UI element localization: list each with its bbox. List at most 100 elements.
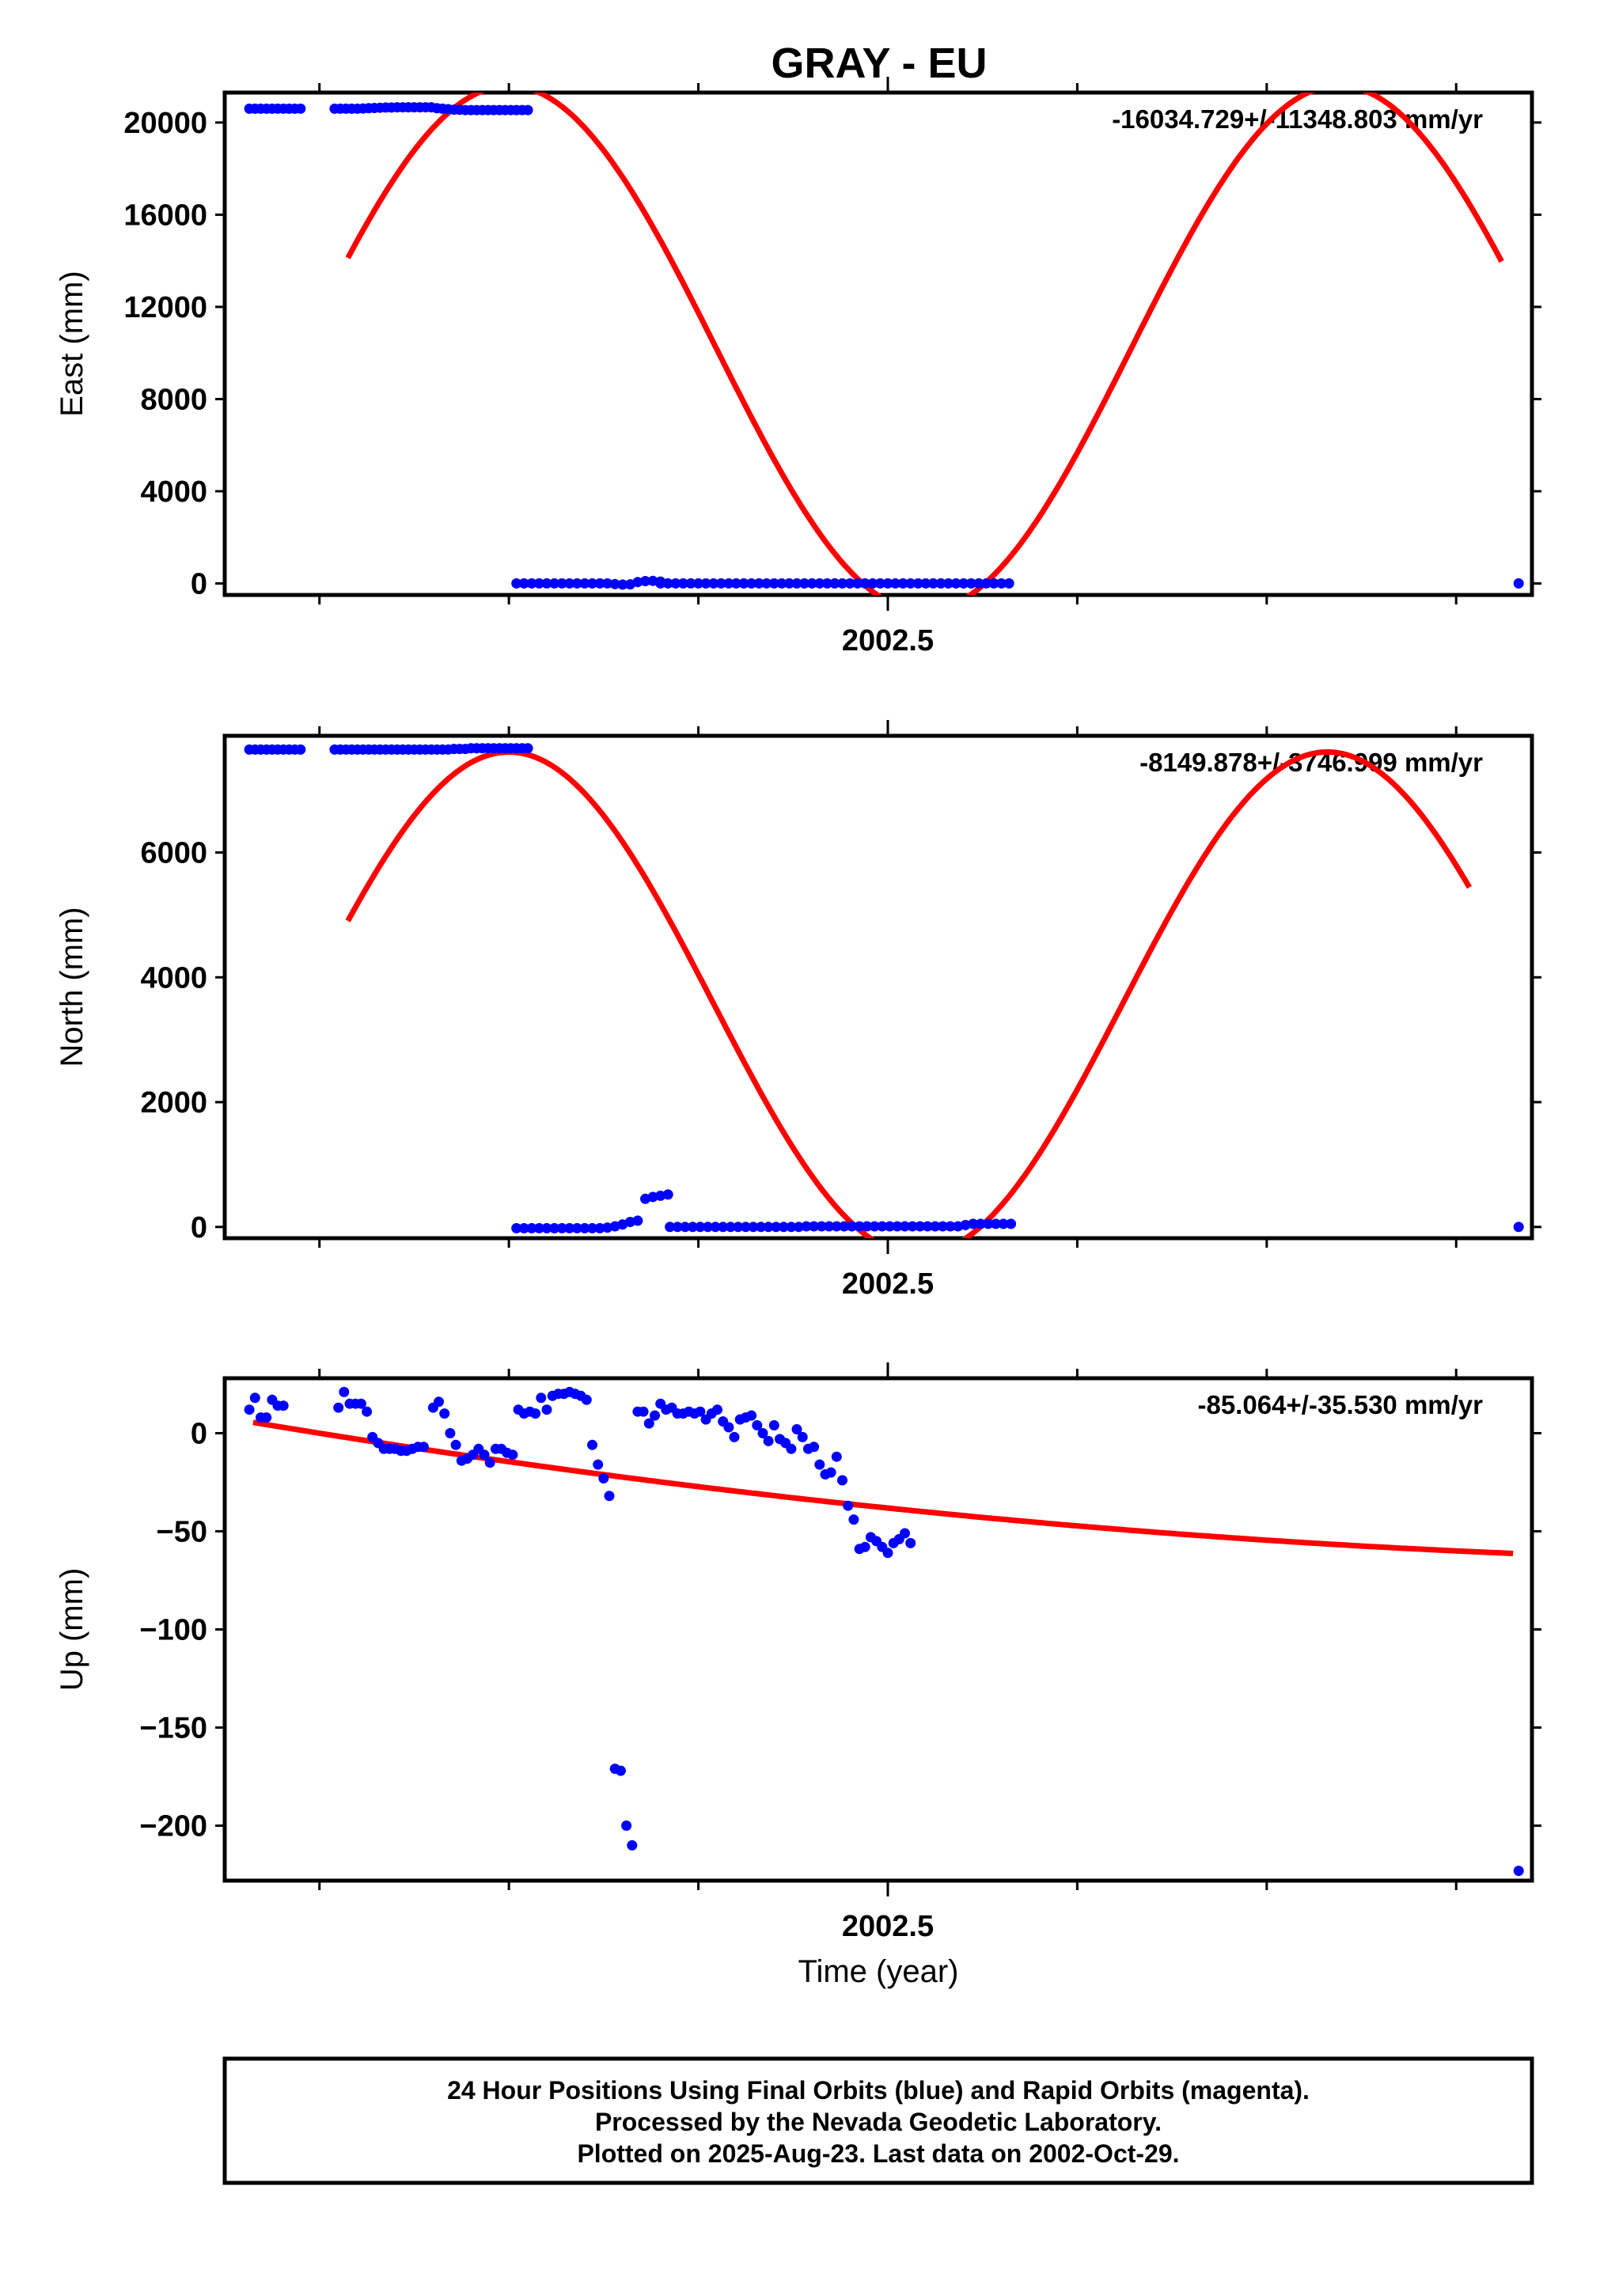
- data-point: [730, 578, 741, 589]
- data-point: [533, 578, 544, 589]
- data-point: [643, 1418, 654, 1429]
- data-point: [339, 1386, 350, 1397]
- data-point: [768, 578, 779, 589]
- data-point: [564, 1222, 575, 1233]
- data-point: [507, 1449, 518, 1461]
- data-point: [609, 578, 620, 589]
- plot-area: [244, 93, 1524, 595]
- data-point: [355, 1398, 366, 1409]
- data-point: [556, 1222, 567, 1233]
- y-tick-label: −200: [139, 1810, 207, 1843]
- data-point: [1003, 578, 1014, 589]
- data-point: [900, 1528, 910, 1539]
- data-point: [640, 576, 650, 586]
- data-point: [594, 1222, 605, 1233]
- data-point: [261, 1412, 272, 1423]
- data-point: [511, 578, 522, 589]
- data-point: [814, 1459, 825, 1470]
- data-point: [981, 578, 991, 589]
- data-point: [650, 1410, 660, 1421]
- data-point: [821, 578, 832, 589]
- data-point: [797, 1431, 808, 1442]
- data-point: [685, 578, 696, 589]
- data-point: [905, 1537, 916, 1548]
- data-point: [632, 1215, 643, 1226]
- data-point: [988, 578, 999, 589]
- y-axis-label: North (mm): [55, 907, 89, 1067]
- data-point: [786, 1443, 797, 1454]
- data-point: [278, 1400, 289, 1411]
- up-panel: 0 −50 −100 −150 −200 2002.5 Up (mm) -85.064+/-3…: [55, 1362, 1541, 1989]
- data-point: [738, 578, 749, 589]
- data-point: [541, 578, 552, 589]
- data-point: [799, 578, 810, 589]
- data-point: [763, 1222, 774, 1233]
- data-point: [571, 578, 582, 589]
- data-point: [740, 1222, 751, 1233]
- data-point: [715, 578, 726, 589]
- data-point: [950, 578, 961, 589]
- data-point: [680, 1222, 691, 1233]
- data-point: [556, 578, 567, 589]
- footer-line-2: Processed by the Nevada Geodetic Laborat…: [595, 2108, 1162, 2136]
- data-point: [763, 1435, 774, 1446]
- data-point: [604, 1491, 615, 1502]
- data-point: [670, 578, 681, 589]
- data-point: [839, 1221, 850, 1232]
- data-point: [703, 1222, 713, 1233]
- footer-line-3: Plotted on 2025-Aug-23. Last data on 200…: [577, 2139, 1179, 2168]
- plot-frame: [222, 1376, 1534, 1883]
- data-point: [723, 1422, 734, 1433]
- data-point: [806, 578, 817, 589]
- data-point: [729, 1431, 740, 1442]
- data-point: [362, 1406, 373, 1417]
- data-point: [960, 1219, 971, 1230]
- data-point: [662, 1189, 673, 1200]
- data-point: [710, 1222, 721, 1233]
- x-axis-label: Time (year): [798, 1954, 959, 1989]
- data-point: [511, 1222, 522, 1233]
- data-point: [852, 578, 863, 589]
- figure-title: GRAY - EU: [771, 40, 987, 87]
- data-point: [587, 1222, 597, 1233]
- data-point: [829, 578, 840, 589]
- data-point: [776, 578, 787, 589]
- data-point: [859, 1541, 870, 1552]
- data-point: [831, 1221, 842, 1232]
- data-point: [249, 1392, 260, 1404]
- data-point: [831, 1451, 842, 1462]
- data-point: [244, 1404, 255, 1415]
- data-point: [594, 578, 605, 589]
- plot-frame: [222, 733, 1534, 1241]
- data-point: [930, 1221, 941, 1232]
- data-point: [549, 578, 560, 589]
- data-point: [757, 1428, 768, 1438]
- y-tick-label: 16000: [123, 199, 207, 232]
- data-point: [687, 1222, 698, 1233]
- data-point: [847, 1221, 857, 1232]
- data-point: [1513, 1222, 1524, 1233]
- model-curve: [345, 93, 1504, 595]
- data-point: [983, 1218, 994, 1229]
- data-point: [837, 1475, 847, 1486]
- data-point: [700, 578, 711, 589]
- rate-annotation: -16034.729+/-11348.803 mm/yr: [1112, 104, 1483, 134]
- data-point: [869, 1221, 880, 1232]
- y-tick-label: 0: [191, 1417, 207, 1450]
- data-point: [439, 1408, 450, 1419]
- data-point: [418, 1442, 429, 1453]
- model-curve: [345, 748, 1473, 1238]
- footer-line-1: 24 Hour Positions Using Final Orbits (bl…: [447, 2076, 1310, 2105]
- data-point: [677, 578, 688, 589]
- data-point: [874, 578, 885, 589]
- y-tick-label: −100: [139, 1614, 207, 1647]
- data-point: [884, 1221, 895, 1232]
- y-tick-label: 0: [191, 1211, 207, 1245]
- data-point: [602, 578, 613, 589]
- data-point: [655, 578, 666, 589]
- data-point: [530, 1408, 541, 1419]
- data-point: [536, 1392, 547, 1404]
- data-point: [897, 578, 908, 589]
